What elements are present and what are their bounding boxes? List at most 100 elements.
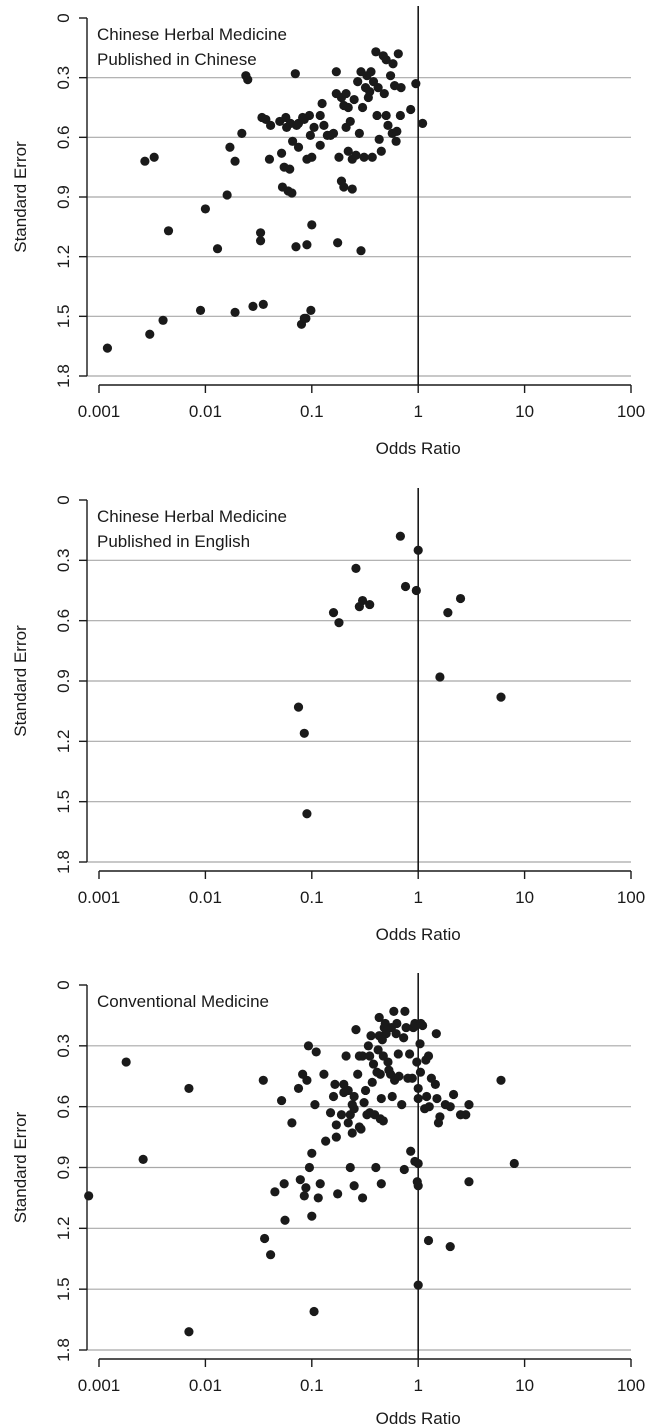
study-point-81 bbox=[356, 246, 366, 256]
study-point-15 bbox=[443, 608, 453, 618]
x-axis-title: Odds Ratio bbox=[376, 1409, 461, 1428]
study-point-55 bbox=[357, 1051, 368, 1061]
study-point-31 bbox=[325, 1108, 336, 1118]
study-point-1 bbox=[293, 702, 304, 712]
study-point-78 bbox=[378, 1116, 388, 1126]
study-point-51 bbox=[353, 1069, 363, 1079]
y-tick-label: 0.3 bbox=[54, 66, 73, 90]
study-point-52 bbox=[307, 220, 317, 230]
study-point-99 bbox=[381, 110, 391, 121]
study-point-11 bbox=[225, 142, 235, 152]
study-point-113 bbox=[415, 1067, 426, 1077]
study-point-129 bbox=[445, 1102, 455, 1112]
study-point-6 bbox=[258, 1075, 268, 1085]
study-point-97 bbox=[401, 1022, 411, 1033]
y-tick-label: 0 bbox=[54, 495, 73, 504]
study-point-51 bbox=[307, 152, 317, 162]
x-tick-label: 0.001 bbox=[78, 888, 121, 907]
study-point-45 bbox=[301, 313, 311, 323]
study-point-94 bbox=[374, 134, 384, 144]
study-point-12 bbox=[230, 156, 240, 166]
study-point-111 bbox=[413, 1280, 423, 1290]
study-point-5 bbox=[145, 329, 155, 339]
study-point-35 bbox=[331, 1132, 341, 1142]
study-point-101 bbox=[385, 71, 396, 81]
study-point-135 bbox=[464, 1177, 474, 1187]
study-point-44 bbox=[345, 1162, 355, 1173]
study-point-18 bbox=[255, 228, 266, 238]
study-point-54 bbox=[315, 110, 325, 121]
x-tick-label: 1 bbox=[413, 1376, 422, 1395]
study-point-6 bbox=[351, 563, 361, 573]
study-point-40 bbox=[341, 1051, 351, 1061]
study-point-21 bbox=[258, 299, 268, 309]
study-point-87 bbox=[365, 86, 375, 97]
study-point-4 bbox=[163, 226, 174, 236]
study-point-72 bbox=[375, 1069, 385, 1079]
study-point-112 bbox=[415, 1039, 425, 1049]
x-tick-label: 100 bbox=[617, 402, 645, 421]
x-axis-title: Odds Ratio bbox=[376, 439, 461, 458]
study-point-92 bbox=[394, 1071, 404, 1081]
study-point-3 bbox=[138, 1154, 148, 1164]
study-point-8 bbox=[200, 204, 210, 214]
study-point-49 bbox=[349, 1181, 359, 1191]
study-point-60 bbox=[328, 128, 339, 138]
x-tick-label: 100 bbox=[617, 888, 645, 907]
study-point-125 bbox=[432, 1093, 442, 1104]
study-point-108 bbox=[413, 1093, 423, 1104]
y-tick-label: 0 bbox=[54, 980, 73, 989]
study-point-101 bbox=[407, 1073, 417, 1083]
study-point-23 bbox=[307, 1211, 317, 1221]
study-point-120 bbox=[423, 1235, 434, 1246]
x-tick-label: 0.1 bbox=[300, 888, 324, 907]
study-point-2 bbox=[299, 728, 309, 738]
study-point-123 bbox=[430, 1079, 440, 1089]
study-point-2 bbox=[140, 156, 150, 166]
study-point-19 bbox=[302, 1075, 312, 1085]
study-point-100 bbox=[383, 120, 393, 130]
study-point-62 bbox=[365, 1051, 375, 1061]
study-point-32 bbox=[285, 164, 295, 174]
y-tick-label: 1.2 bbox=[54, 245, 73, 269]
panel-label-line-2: Published in English bbox=[97, 532, 250, 551]
study-point-87 bbox=[389, 1006, 399, 1016]
study-point-60 bbox=[363, 1041, 373, 1051]
study-point-16 bbox=[455, 593, 466, 604]
study-point-63 bbox=[366, 1031, 376, 1041]
study-point-56 bbox=[357, 1193, 368, 1203]
study-point-90 bbox=[392, 1018, 402, 1029]
study-point-75 bbox=[347, 184, 357, 194]
study-point-77 bbox=[351, 150, 361, 160]
study-point-81 bbox=[381, 1029, 391, 1039]
y-tick-label: 0.6 bbox=[54, 126, 73, 150]
y-tick-label: 0 bbox=[54, 13, 73, 22]
y-tick-label: 1.5 bbox=[54, 790, 73, 814]
study-point-11 bbox=[279, 1179, 289, 1189]
study-point-4 bbox=[328, 608, 339, 618]
panel-label-line-2: Published in Chinese bbox=[97, 50, 257, 69]
study-point-71 bbox=[343, 102, 353, 113]
study-point-14 bbox=[293, 1083, 304, 1094]
funnel-plot-panel-1: 0 0.3 0.6 0.9 1.2 1.5 1.8 0.001 0.01 0.1 1 10 100 Odd… bbox=[11, 6, 645, 458]
study-point-75 bbox=[376, 1179, 386, 1189]
study-point-136 bbox=[496, 1075, 506, 1085]
study-point-67 bbox=[339, 182, 349, 192]
study-point-57 bbox=[319, 120, 329, 130]
study-point-21 bbox=[304, 1162, 315, 1173]
y-tick-label: 0.3 bbox=[54, 549, 73, 573]
study-point-46 bbox=[347, 1128, 357, 1138]
x-tick-label: 100 bbox=[617, 1376, 645, 1395]
study-point-72 bbox=[343, 146, 353, 156]
study-point-121 bbox=[424, 1102, 434, 1112]
funnel-plot-panel-2: 0 0.3 0.6 0.9 1.2 1.5 1.8 0.001 0.01 0.1 1 10 100 Odd… bbox=[11, 488, 645, 944]
study-point-83 bbox=[359, 152, 369, 162]
study-point-12 bbox=[280, 1215, 290, 1225]
y-axis-title: Standard Error bbox=[11, 625, 30, 737]
study-point-17 bbox=[248, 301, 258, 311]
study-point-107 bbox=[413, 1083, 423, 1094]
study-point-17 bbox=[496, 692, 506, 702]
x-tick-label: 0.01 bbox=[189, 888, 222, 907]
y-tick-label: 1.8 bbox=[54, 1338, 73, 1362]
